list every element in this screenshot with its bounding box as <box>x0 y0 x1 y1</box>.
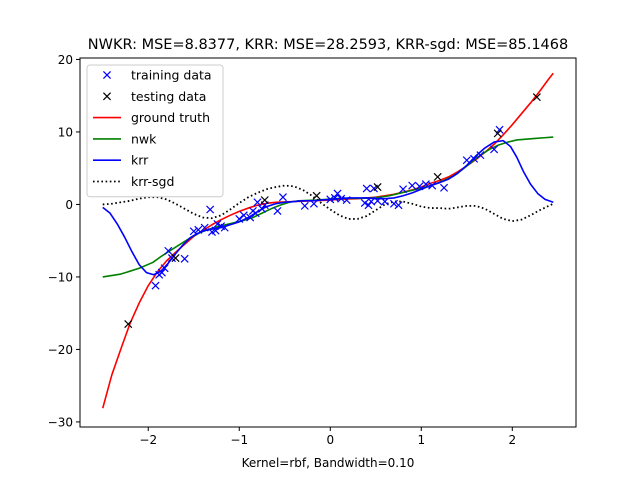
training-data-point <box>490 145 499 154</box>
x-tick-label: −1 <box>230 433 248 447</box>
training-data-point <box>239 211 248 220</box>
legend-label: nwk <box>131 131 157 146</box>
training-data-point <box>194 225 203 234</box>
training-data-point <box>167 254 176 263</box>
training-data-point <box>399 185 408 194</box>
training-data-point <box>342 196 351 205</box>
training-data-point <box>253 198 262 207</box>
legend-box <box>86 64 224 198</box>
legend-entry-training-data: training data <box>102 68 212 83</box>
axes-frame <box>79 57 577 428</box>
training-data-point <box>360 198 369 208</box>
training-data-point <box>389 199 399 208</box>
legend-entry-ground-truth: ground truth <box>93 110 210 125</box>
testing-data-point <box>312 191 321 200</box>
training-data-point <box>421 180 430 189</box>
y-tick-label: −10 <box>48 270 73 284</box>
training-data-point <box>151 281 160 290</box>
training-data-point <box>476 151 485 160</box>
training-data-point <box>211 226 220 235</box>
testing-data-point <box>532 93 541 102</box>
training-data-point <box>220 223 229 232</box>
training-data-point <box>251 209 260 218</box>
training-data-point <box>180 254 189 263</box>
legend: training data testing data ground truth nwk… <box>86 64 224 198</box>
krr-sgd-line <box>102 184 554 223</box>
training-data-point <box>160 264 169 273</box>
testing-data-point <box>493 129 502 138</box>
testing-data-point <box>433 172 442 181</box>
testing-data-points <box>124 93 541 329</box>
training-data-point <box>309 199 318 208</box>
legend-label: training data <box>131 68 212 83</box>
training-data-points <box>151 125 504 290</box>
legend-entry-nwk: nwk <box>93 131 157 146</box>
legend-marker <box>102 70 112 80</box>
legend-label: krr <box>131 153 149 168</box>
training-data-point <box>164 246 173 255</box>
krr-line <box>102 139 554 276</box>
x-axis-label: Kernel=rbf, Bandwidth=0.10 <box>242 456 415 470</box>
training-data-point <box>278 193 287 202</box>
training-data-point <box>470 154 479 163</box>
training-data-point <box>206 205 215 214</box>
training-data-point <box>235 214 244 223</box>
training-data-point <box>394 201 403 210</box>
training-data-point <box>157 268 166 277</box>
training-data-point <box>364 201 373 210</box>
training-data-point <box>440 183 449 192</box>
y-tick-label: 0 <box>65 198 73 212</box>
training-data-point <box>428 181 437 190</box>
y-tick-label: 20 <box>58 53 73 67</box>
legend-entry-krr: krr <box>93 153 149 168</box>
training-data-point <box>408 181 417 190</box>
training-data-point <box>326 195 335 204</box>
x-tick-label: 1 <box>417 433 425 447</box>
legend-label: ground truth <box>131 110 210 125</box>
training-data-point <box>200 223 209 232</box>
training-data-point <box>300 201 309 210</box>
testing-data-point <box>260 196 269 205</box>
training-data-point <box>415 182 424 191</box>
training-data-point <box>257 204 267 213</box>
x-tick-label: 0 <box>326 433 334 447</box>
legend-label: testing data <box>131 89 206 104</box>
training-data-point <box>362 184 371 193</box>
training-data-point <box>333 189 342 198</box>
testing-data-point <box>124 320 133 329</box>
x-tick-label: −2 <box>139 433 157 447</box>
training-data-point <box>189 227 198 236</box>
chart-title: NWKR: MSE=8.8377, KRR: MSE=28.2593, KRR-… <box>88 37 568 53</box>
y-tick-label: −30 <box>48 415 73 429</box>
testing-data-point <box>373 183 382 192</box>
training-data-point <box>462 156 471 165</box>
testing-data-point <box>171 254 180 263</box>
legend-entry-testing-data: testing data <box>102 89 206 104</box>
training-data-point <box>246 213 255 222</box>
training-data-point <box>373 196 382 205</box>
legend-marker <box>102 92 112 101</box>
training-data-point <box>273 206 282 215</box>
legend-entry-krr-sgd: krr-sgd <box>93 174 174 189</box>
training-data-point <box>213 219 222 229</box>
training-data-point <box>380 197 389 206</box>
y-tick-label: −20 <box>48 343 73 357</box>
y-tick-label: 10 <box>58 125 73 139</box>
plot-area <box>101 72 554 409</box>
legend-label: krr-sgd <box>131 174 174 189</box>
x-tick-label: 2 <box>508 433 516 447</box>
